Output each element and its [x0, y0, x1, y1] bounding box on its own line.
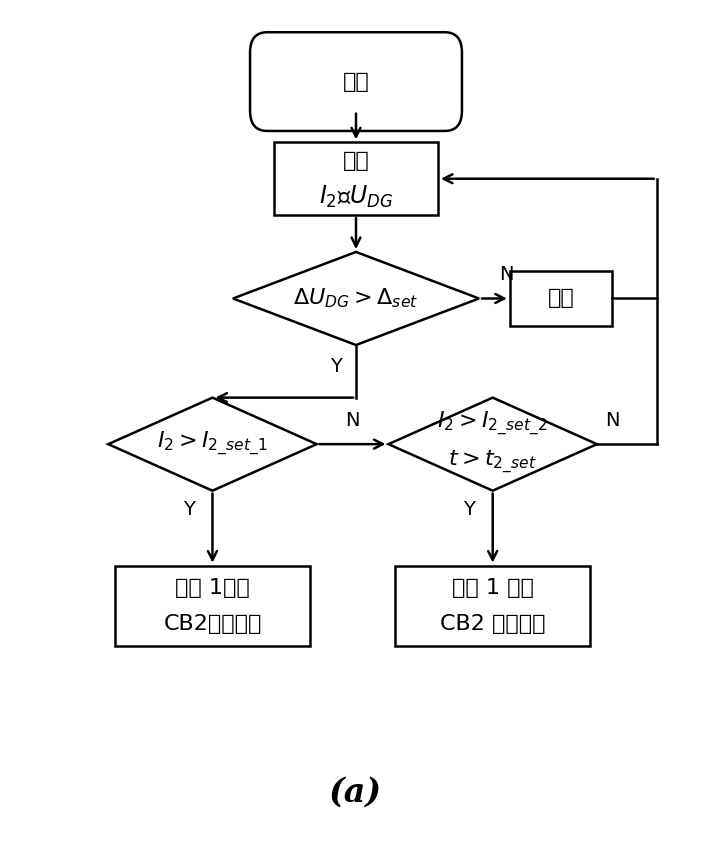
Bar: [395, 566, 590, 647]
Text: $t>t_{2\_set}$: $t>t_{2\_set}$: [449, 448, 537, 475]
Text: Y: Y: [330, 357, 342, 376]
Text: $I_2> I_{2\_set\_1}$: $I_2> I_{2\_set\_1}$: [157, 430, 268, 459]
Text: N: N: [605, 411, 619, 430]
Text: Y: Y: [182, 501, 194, 519]
Text: 开始: 开始: [342, 72, 370, 92]
Text: N: N: [499, 265, 513, 284]
Bar: [510, 271, 612, 326]
Polygon shape: [108, 398, 317, 491]
Text: CB2立即跳闸: CB2立即跳闸: [163, 614, 261, 634]
Text: Y: Y: [463, 501, 475, 519]
Text: 测量: 测量: [342, 151, 370, 171]
Text: 线路 1 故障: 线路 1 故障: [452, 578, 533, 599]
Text: N: N: [345, 411, 360, 430]
Polygon shape: [233, 252, 479, 345]
Text: 线路 1故障: 线路 1故障: [175, 578, 250, 599]
Text: CB2 延时跳闸: CB2 延时跳闸: [440, 614, 545, 634]
Text: $I_2> I_{2\_set\_2}$: $I_2> I_{2\_set\_2}$: [437, 410, 548, 438]
Text: $I_2$、$U_{DG}$: $I_2$、$U_{DG}$: [319, 184, 393, 210]
Text: $\Delta U_{DG}>\Delta_{set}$: $\Delta U_{DG}>\Delta_{set}$: [293, 287, 419, 310]
FancyBboxPatch shape: [250, 32, 462, 131]
Polygon shape: [389, 398, 597, 491]
Bar: [115, 566, 310, 647]
Text: 正常: 正常: [548, 288, 575, 309]
Text: (a): (a): [330, 776, 382, 808]
Bar: [274, 142, 438, 215]
